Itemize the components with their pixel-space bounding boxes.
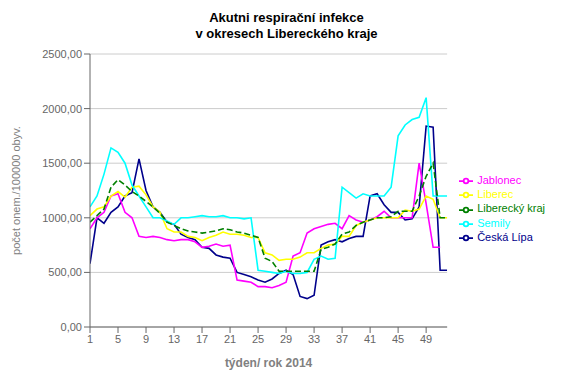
html-text:v okresech Libereckého kraje: v okresech Libereckého kraje — [195, 26, 378, 41]
svg-text:29: 29 — [280, 333, 292, 345]
svg-text:2500,00: 2500,00 — [42, 48, 82, 60]
svg-text:0,00: 0,00 — [61, 321, 82, 333]
html-text:Liberecký kraj: Liberecký kraj — [477, 202, 545, 215]
svg-text:1: 1 — [87, 333, 93, 345]
html-text:Semily: Semily — [477, 216, 511, 229]
svg-text:1500,00: 1500,00 — [42, 157, 82, 169]
svg-text:1000,00: 1000,00 — [42, 212, 82, 224]
svg-text:5: 5 — [115, 333, 121, 345]
svg-text:týden/ rok 2014: týden/ rok 2014 — [225, 356, 313, 370]
svg-text:37: 37 — [336, 333, 348, 345]
svg-text:počet onem./100000 obyv.: počet onem./100000 obyv. — [10, 126, 22, 255]
svg-text:45: 45 — [392, 333, 404, 345]
html-text:Česká Lípa: Česká Lípa — [477, 230, 533, 243]
svg-text:21: 21 — [224, 333, 236, 345]
svg-text:41: 41 — [364, 333, 376, 345]
html-text:Jablonec: Jablonec — [477, 174, 522, 187]
svg-text:25: 25 — [252, 333, 264, 345]
svg-text:33: 33 — [308, 333, 320, 345]
svg-text:13: 13 — [168, 333, 180, 345]
svg-text:17: 17 — [196, 333, 208, 345]
html-text:Liberec: Liberec — [477, 188, 514, 201]
svg-text:500,00: 500,00 — [48, 266, 82, 278]
html-text:Akutni respirační infekce: Akutni respirační infekce — [209, 10, 364, 25]
svg-text:49: 49 — [420, 333, 432, 345]
svg-text:2000,00: 2000,00 — [42, 103, 82, 115]
svg-text:9: 9 — [143, 333, 149, 345]
